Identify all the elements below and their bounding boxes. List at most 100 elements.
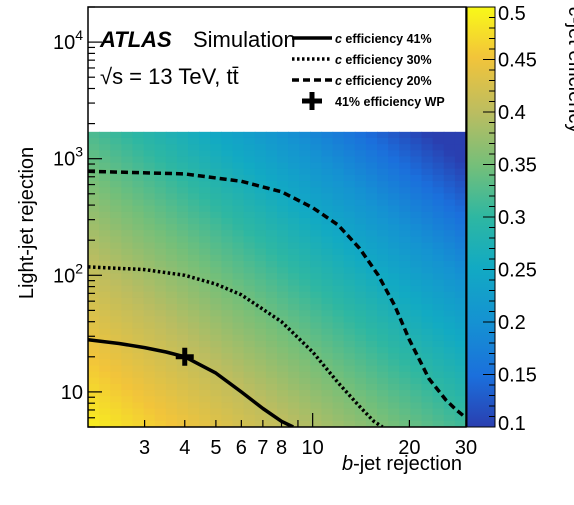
heatmap-cell <box>143 248 156 256</box>
heatmap-cell <box>321 279 334 287</box>
heatmap-cell <box>199 168 211 176</box>
heatmap-cell <box>221 310 234 317</box>
z-tick-label: 0.25 <box>498 260 537 282</box>
heatmap-cell <box>143 304 156 311</box>
heatmap-cell <box>210 273 223 281</box>
heatmap-cell <box>88 304 100 311</box>
heatmap-cell <box>132 377 145 385</box>
heatmap-cell <box>88 365 100 373</box>
heatmap-cell <box>443 131 456 139</box>
heatmap-cell <box>332 273 345 281</box>
heatmap-cell <box>277 131 289 139</box>
heatmap-cell <box>432 242 445 250</box>
heatmap-cell <box>288 267 300 274</box>
heatmap-cell <box>377 377 389 385</box>
heatmap-cell <box>243 230 256 237</box>
heatmap-cell <box>243 347 256 354</box>
heatmap-cell <box>443 137 456 145</box>
heatmap-cell <box>188 347 200 354</box>
heatmap-cell <box>399 396 412 403</box>
heatmap-cell <box>265 217 278 225</box>
heatmap-cell <box>377 390 389 397</box>
heatmap-cell <box>243 353 256 360</box>
heatmap-cell <box>188 310 200 317</box>
colorbar-axis: 0.10.150.20.250.30.350.40.450.5 <box>483 3 537 435</box>
heatmap-cell <box>199 408 211 416</box>
heatmap-cell <box>165 279 178 287</box>
heatmap-cell <box>221 414 234 422</box>
heatmap-cell <box>88 260 100 268</box>
heatmap-cell <box>454 199 466 207</box>
heatmap-cell <box>143 377 156 385</box>
x-axis: 3 4 5 6 7 8 10 20 30 <box>139 413 477 459</box>
heatmap-cell <box>143 137 156 145</box>
heatmap-cell <box>377 359 389 367</box>
heatmap-cell <box>432 156 445 164</box>
heatmap-cell <box>354 236 367 244</box>
heatmap-cell <box>432 291 445 299</box>
heatmap-cell <box>99 359 111 367</box>
heatmap-cell <box>254 285 267 293</box>
heatmap-cell <box>243 359 256 367</box>
heatmap-cell <box>232 353 245 360</box>
heatmap-cell <box>210 359 223 367</box>
heatmap-cell <box>288 162 300 170</box>
heatmap-cell <box>310 211 323 219</box>
heatmap-cell <box>299 230 311 237</box>
heatmap-cell <box>332 359 345 367</box>
heatmap-cell <box>432 328 445 336</box>
heatmap-cell <box>265 334 278 342</box>
heatmap-cell <box>377 193 389 201</box>
heatmap-cell <box>165 304 178 311</box>
heatmap-cell <box>343 328 356 336</box>
heatmap-cell <box>454 322 466 330</box>
heatmap-cell <box>299 340 311 348</box>
heatmap-cell <box>421 248 434 256</box>
heatmap-cell <box>365 162 378 170</box>
heatmap-cell <box>310 371 323 379</box>
heatmap-cell <box>265 193 278 201</box>
heatmap-cell <box>176 334 189 342</box>
heatmap-cell <box>265 383 278 391</box>
x-tick-label: 4 <box>179 437 190 459</box>
heatmap-cell <box>110 254 122 262</box>
heatmap-cell <box>421 310 434 317</box>
heatmap-cell <box>432 187 445 194</box>
heatmap-cell <box>110 248 122 256</box>
heatmap-cell <box>388 211 400 219</box>
heatmap-cell <box>343 371 356 379</box>
heatmap-cell <box>99 217 111 225</box>
heatmap-cell <box>377 230 389 237</box>
heatmap-cell <box>388 242 400 250</box>
heatmap-cell <box>410 267 423 274</box>
heatmap-cell <box>110 242 122 250</box>
heatmap-cell <box>121 224 134 231</box>
heatmap-cell <box>188 144 200 151</box>
heatmap-cell <box>454 168 466 176</box>
heatmap-cell <box>332 230 345 237</box>
heatmap-cell <box>176 254 189 262</box>
heatmap-cell <box>121 390 134 397</box>
heatmap-cell <box>354 359 367 367</box>
heatmap-cell <box>254 359 267 367</box>
x-tick-label: 3 <box>139 437 150 459</box>
heatmap-cell <box>310 174 323 182</box>
heatmap-cell <box>310 322 323 330</box>
heatmap-cell <box>132 420 145 427</box>
heatmap-cell <box>388 156 400 164</box>
heatmap-cell <box>410 131 423 139</box>
heatmap-cell <box>321 236 334 244</box>
heatmap-cell <box>121 181 134 188</box>
heatmap-cell <box>254 371 267 379</box>
heatmap-cell <box>332 322 345 330</box>
heatmap-cell <box>310 187 323 194</box>
heatmap-cell <box>154 353 167 360</box>
heatmap-cell <box>132 187 145 194</box>
heatmap-cell <box>332 365 345 373</box>
heatmap-cell <box>143 150 156 158</box>
heatmap-cell <box>365 304 378 311</box>
heatmap-cell <box>277 137 289 145</box>
heatmap-cell <box>454 414 466 422</box>
heatmap-cell <box>299 131 311 139</box>
heatmap-cell <box>288 340 300 348</box>
